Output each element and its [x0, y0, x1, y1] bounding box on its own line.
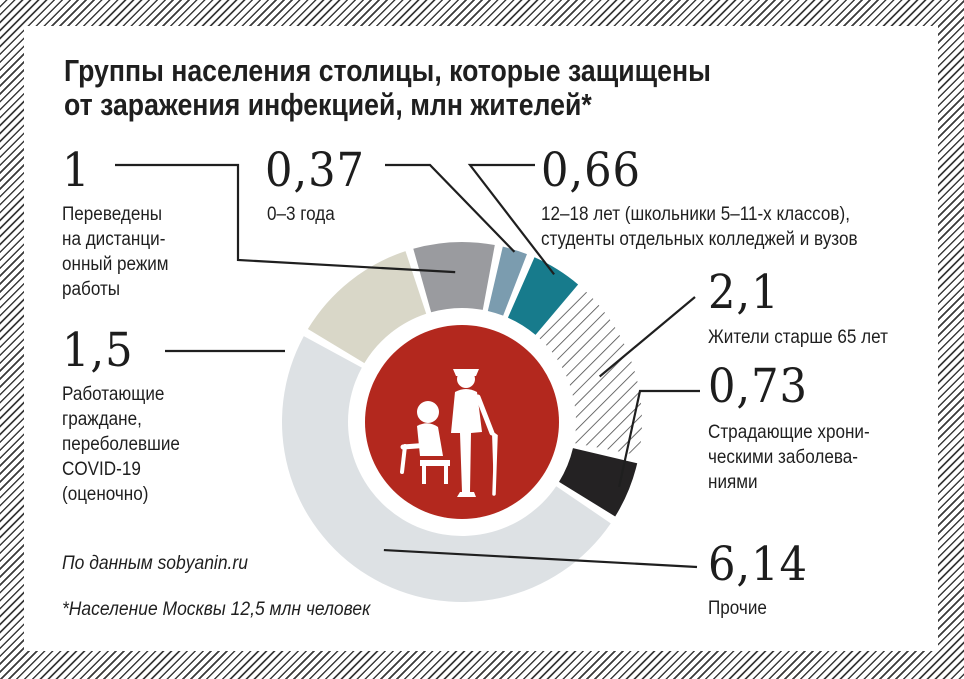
footnote: *Население Москвы 12,5 млн человек: [62, 599, 371, 620]
label-recovered-5: (оценочно): [62, 484, 149, 505]
slice-others: [281, 336, 611, 603]
label-infants: 0–3 года: [267, 204, 335, 225]
slice-elderly: [539, 289, 643, 456]
label-remote-work-4: работы: [62, 279, 121, 300]
slice-recovered: [307, 251, 427, 364]
value-recovered: 1,5: [62, 323, 134, 378]
value-chronic: 0,73: [708, 359, 808, 414]
chart-title-line-2: от заражения инфекцией, млн жителей*: [64, 87, 592, 122]
source-note: По данным sobyanin.ru: [62, 553, 248, 574]
slice-chronic: [559, 448, 638, 517]
chart-title-line-1: Группы населения столицы, которые защище…: [64, 53, 711, 88]
label-others: Прочие: [708, 598, 767, 619]
value-elderly: 2,1: [708, 265, 780, 320]
slice-students: [507, 257, 579, 335]
label-remote-work-2: на дистанци-: [62, 229, 166, 250]
leader-others: [383, 548, 698, 569]
label-students-1: 12–18 лет (школьники 5–11-х классов),: [541, 204, 850, 225]
label-elderly: Жители старше 65 лет: [708, 327, 888, 348]
value-others: 6,14: [708, 537, 808, 592]
value-infants: 0,37: [265, 143, 365, 198]
label-students-2: студенты отдельных колледжей и вузов: [541, 229, 858, 250]
slice-remote-work: [413, 242, 495, 313]
label-chronic-1: Страдающие хрони-: [708, 422, 870, 443]
leader-elderly: [598, 296, 696, 378]
label-recovered-3: переболевшие: [62, 434, 180, 455]
label-recovered-2: граждане,: [62, 409, 142, 430]
label-recovered-4: COVID-19: [62, 459, 141, 480]
slice-infants: [487, 246, 527, 316]
label-recovered-1: Работающие: [62, 384, 165, 405]
leader-students: [467, 163, 555, 276]
value-students: 0,66: [541, 143, 641, 198]
label-remote-work-3: онный режим: [62, 254, 169, 275]
label-chronic-3: ниями: [708, 472, 758, 493]
elderly-people-icon: [400, 369, 498, 497]
value-remote-work: 1: [62, 143, 91, 198]
label-chronic-2: ческими заболева-: [708, 447, 858, 468]
leader-infants: [385, 163, 516, 253]
leader-remote-work: [115, 163, 456, 274]
leader-chronic: [618, 389, 700, 488]
label-remote-work-1: Переведены: [62, 204, 163, 225]
